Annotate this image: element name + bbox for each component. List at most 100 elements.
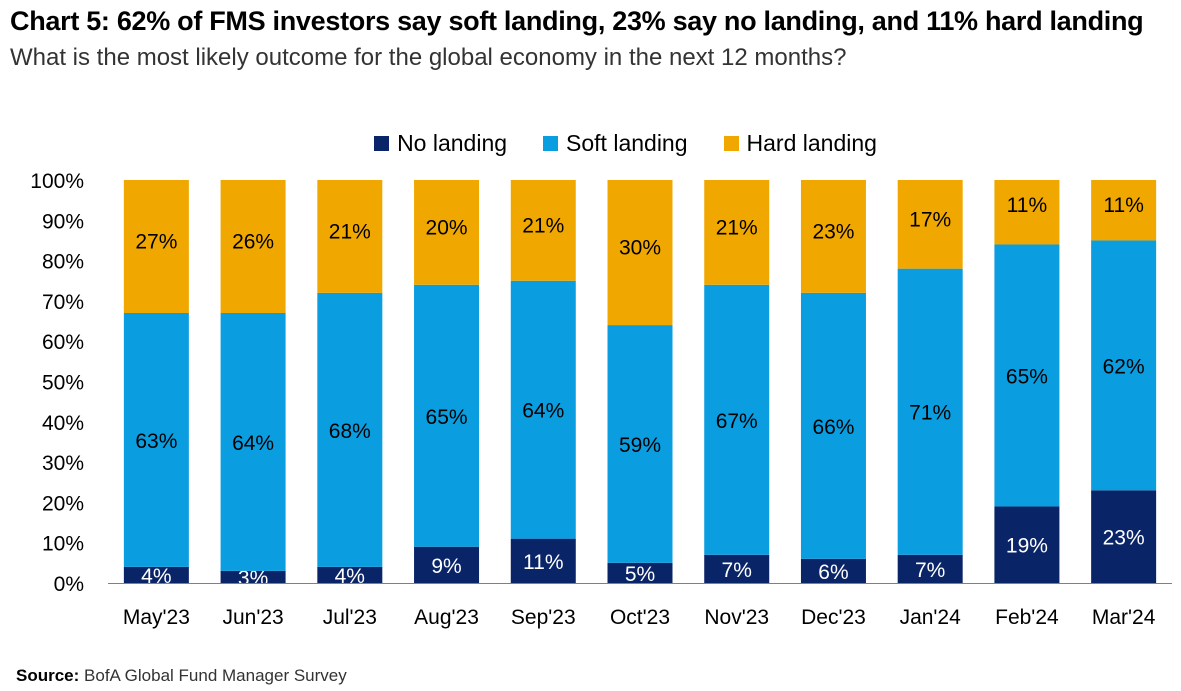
bar-soft-landing [607, 325, 673, 563]
bar-no-landing [510, 538, 576, 583]
data-label-soft-landing: 63% [135, 430, 177, 453]
data-label-soft-landing: 68% [329, 420, 371, 443]
data-label-hard-landing: 30% [619, 237, 661, 260]
chart-subtitle: What is the most likely outcome for the … [10, 44, 847, 71]
data-label-no-landing: 4% [141, 565, 171, 588]
data-label-soft-landing: 59% [619, 434, 661, 457]
x-tick-label: Jul'23 [323, 606, 377, 629]
legend-item-soft-landing: Soft landing [543, 130, 688, 157]
data-label-no-landing: 5% [625, 563, 655, 586]
bar-hard-landing [897, 180, 963, 269]
bar-hard-landing [220, 180, 286, 313]
data-label-hard-landing: 11% [1007, 194, 1047, 217]
y-tick-label: 20% [42, 492, 84, 515]
x-tick-label: May'23 [123, 606, 190, 629]
data-label-hard-landing: 21% [522, 214, 564, 237]
source-note: Source: BofA Global Fund Manager Survey [16, 666, 347, 686]
x-tick-label: Nov'23 [704, 606, 769, 629]
stacked-bar-chart: 0% 10% 20% 30% 40% 50% 60% 70% 80% 90% 100% 4% 63% 27… [30, 170, 1172, 629]
y-tick-label: 80% [42, 251, 84, 274]
data-label-hard-landing: 11% [1103, 194, 1143, 217]
bar-no-landing [897, 554, 963, 583]
bar-hard-landing [123, 180, 189, 313]
bar-soft-landing [123, 312, 189, 567]
legend-label-soft-landing: Soft landing [566, 130, 688, 156]
x-tick-label: Aug'23 [414, 606, 479, 629]
y-tick-label: 60% [42, 331, 84, 354]
x-tick-label: Jan'24 [900, 606, 962, 629]
legend-item-hard-landing: Hard landing [723, 130, 877, 157]
data-label-soft-landing: 65% [426, 406, 468, 429]
x-tick-label: Oct'23 [610, 606, 670, 629]
legend-swatch-no-landing [374, 136, 390, 151]
source-text: BofA Global Fund Manager Survey [84, 666, 347, 685]
bar-no-landing [607, 562, 673, 583]
data-label-no-landing: 9% [431, 555, 461, 578]
bar-no-landing [1091, 490, 1157, 583]
source-label: Source: [16, 666, 80, 685]
data-label-soft-landing: 71% [909, 402, 951, 425]
data-label-no-landing: 19% [1006, 535, 1048, 558]
x-tick-label: Sep'23 [511, 606, 576, 629]
bar-hard-landing [1091, 180, 1157, 241]
data-label-hard-landing: 21% [716, 216, 758, 239]
bar-soft-landing [800, 292, 866, 559]
bar-soft-landing [1091, 240, 1157, 491]
data-label-soft-landing: 66% [812, 416, 854, 439]
y-tick-label: 70% [42, 291, 84, 314]
data-label-no-landing: 11% [523, 551, 563, 574]
data-label-no-landing: 23% [1103, 527, 1145, 550]
legend-label-hard-landing: Hard landing [746, 130, 877, 156]
data-label-soft-landing: 64% [522, 400, 564, 423]
bar-hard-landing [414, 180, 480, 285]
bar-hard-landing [994, 180, 1060, 245]
y-tick-label: 50% [42, 372, 84, 395]
bar-no-landing [123, 566, 189, 583]
bar-soft-landing [897, 268, 963, 555]
bar-soft-landing [704, 284, 770, 555]
data-label-hard-landing: 26% [232, 230, 274, 253]
y-tick-label: 0% [54, 573, 84, 596]
data-label-soft-landing: 62% [1103, 355, 1145, 378]
legend-swatch-hard-landing [723, 136, 739, 151]
data-label-no-landing: 7% [915, 559, 945, 582]
bar-soft-landing [510, 280, 576, 539]
bar-no-landing [994, 506, 1060, 583]
data-label-no-landing: 6% [818, 561, 848, 584]
x-tick-label: Jun'23 [222, 606, 283, 629]
x-tick-label: Feb'24 [995, 606, 1059, 629]
y-tick-label: 90% [42, 210, 84, 233]
bar-soft-landing [317, 292, 383, 567]
bar-soft-landing [414, 284, 480, 547]
data-label-hard-landing: 17% [909, 208, 951, 231]
legend-item-no-landing: No landing [374, 130, 507, 157]
data-label-soft-landing: 65% [1006, 365, 1048, 388]
data-label-no-landing: 7% [722, 559, 752, 582]
bar-no-landing [317, 566, 383, 583]
chart-legend: No landing Soft landing Hard landing [0, 130, 1181, 157]
data-label-hard-landing: 20% [426, 216, 468, 239]
y-tick-label: 40% [42, 412, 84, 435]
y-tick-label: 10% [42, 533, 84, 556]
bar-hard-landing [607, 180, 673, 326]
x-tick-label: Dec'23 [801, 606, 866, 629]
bar-soft-landing [220, 312, 286, 571]
data-label-hard-landing: 21% [329, 220, 371, 243]
data-label-hard-landing: 27% [135, 230, 177, 253]
bar-hard-landing [510, 180, 576, 281]
chart-title: Chart 5: 62% of FMS investors say soft l… [10, 6, 1144, 36]
bar-no-landing [800, 558, 866, 583]
data-label-hard-landing: 23% [812, 220, 854, 243]
bar-no-landing [414, 546, 480, 583]
y-tick-label: 100% [30, 170, 84, 193]
bar-soft-landing [994, 244, 1060, 507]
data-label-no-landing: 3% [238, 567, 268, 590]
x-tick-label: Mar'24 [1092, 606, 1156, 629]
legend-label-no-landing: No landing [397, 130, 508, 156]
bar-no-landing [220, 570, 286, 583]
bar-hard-landing [704, 180, 770, 285]
data-label-soft-landing: 64% [232, 432, 274, 455]
bar-hard-landing [317, 180, 383, 293]
data-label-no-landing: 4% [335, 565, 365, 588]
bar-no-landing [704, 554, 770, 583]
